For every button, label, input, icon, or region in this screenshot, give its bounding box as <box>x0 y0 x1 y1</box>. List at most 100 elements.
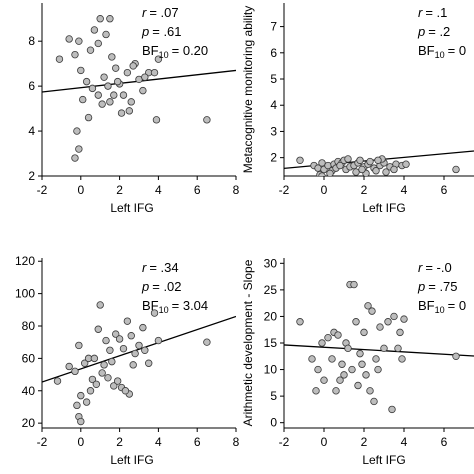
scatter-panel-2: 2 3 4 5 6 7 -2 0 2 4 6 Left IFG Metacognitive monito… <box>241 3 474 215</box>
y-tick-label: 6 <box>28 79 35 93</box>
data-point <box>55 55 64 63</box>
data-point <box>94 325 102 333</box>
data-point <box>356 156 364 164</box>
data-point <box>106 15 114 23</box>
x-tick-label: 2 <box>116 183 123 197</box>
y-tick-label: 0 <box>270 416 277 430</box>
data-point <box>318 172 326 176</box>
data-point <box>96 301 104 309</box>
data-point <box>65 35 73 43</box>
p-value: = .2 <box>428 24 450 39</box>
data-point <box>356 349 364 358</box>
data-point <box>92 380 101 388</box>
data-point <box>360 328 368 337</box>
data-point <box>374 156 382 164</box>
data-point <box>94 39 102 48</box>
data-point <box>400 315 408 323</box>
data-point <box>374 365 382 374</box>
data-point <box>127 332 135 340</box>
data-point <box>98 100 106 108</box>
r-label: r <box>142 5 147 20</box>
data-point <box>203 116 211 124</box>
data-point <box>296 318 304 326</box>
data-point <box>154 336 163 345</box>
y-tick-label: 2 <box>270 151 277 165</box>
data-point <box>398 355 406 363</box>
data-point <box>352 318 360 326</box>
y-tick-label: 5 <box>270 389 277 403</box>
data-point <box>82 398 91 406</box>
stat-bf: BF10 = 3.04 <box>142 298 208 315</box>
x-tick-label: -2 <box>37 435 48 449</box>
data-point <box>100 361 108 369</box>
r-label: r <box>418 260 423 275</box>
y-axis-label: Metacognitive monitoring ability <box>241 6 255 173</box>
stat-r: r = .07 <box>142 5 179 20</box>
data-point <box>152 116 161 124</box>
data-point <box>112 64 120 72</box>
r-value: = .1 <box>425 5 447 20</box>
data-point <box>131 349 139 358</box>
x-tick-label: 0 <box>77 435 84 449</box>
x-tick-label: 4 <box>155 183 162 197</box>
y-tick-label: 60 <box>22 351 36 365</box>
data-point <box>80 359 89 367</box>
data-point <box>84 113 93 122</box>
plot-area <box>42 301 236 426</box>
bf-label: BF <box>418 298 435 313</box>
y-tick-label: 5 <box>270 72 277 86</box>
y-tick-label: 7 <box>270 20 277 34</box>
data-point <box>73 401 81 410</box>
data-point <box>113 77 122 86</box>
data-point <box>370 397 378 406</box>
data-point <box>390 312 398 321</box>
y-axis-label: Arithmetic development - Slope <box>241 259 255 426</box>
x-tick-label: 0 <box>321 183 328 197</box>
data-point <box>366 387 374 395</box>
data-point <box>98 369 106 377</box>
data-point <box>112 330 120 338</box>
data-point <box>336 376 344 384</box>
y-tick-label: 8 <box>28 34 35 48</box>
data-point <box>119 344 128 353</box>
data-point <box>203 338 211 346</box>
y-tick-label: 15 <box>264 336 278 350</box>
data-point <box>318 339 326 347</box>
data-point <box>96 15 104 23</box>
data-point <box>71 367 79 376</box>
data-point <box>366 157 374 166</box>
data-point <box>141 73 149 81</box>
stat-p: p = .61 <box>141 24 182 39</box>
data-point <box>139 86 147 95</box>
x-axis-label: Left IFG <box>110 453 153 467</box>
data-point <box>358 360 366 368</box>
data-point <box>90 26 99 34</box>
data-point <box>65 362 73 371</box>
data-point <box>102 30 110 39</box>
bf-value: = 0 <box>448 43 466 58</box>
data-point <box>71 154 79 162</box>
data-point <box>318 159 326 167</box>
data-point <box>86 46 95 54</box>
data-point <box>117 109 126 117</box>
bf-value: = 3.04 <box>172 298 209 313</box>
x-tick-label: 6 <box>441 183 448 197</box>
x-tick-label: 4 <box>401 183 408 197</box>
data-point <box>94 91 102 99</box>
data-point <box>350 280 358 289</box>
y-tick-label: 6 <box>270 46 277 60</box>
data-point <box>121 387 130 395</box>
regression-line <box>42 315 236 383</box>
data-point <box>106 346 114 354</box>
bf-value: = 0 <box>448 298 466 313</box>
p-label: p <box>141 24 149 39</box>
stat-r: r = .1 <box>418 5 447 20</box>
data-point <box>106 98 114 106</box>
p-label: p <box>417 24 425 39</box>
data-point <box>53 377 62 385</box>
data-point <box>352 168 360 176</box>
y-tick-label: 120 <box>15 254 35 268</box>
x-tick-label: 0 <box>77 183 84 197</box>
